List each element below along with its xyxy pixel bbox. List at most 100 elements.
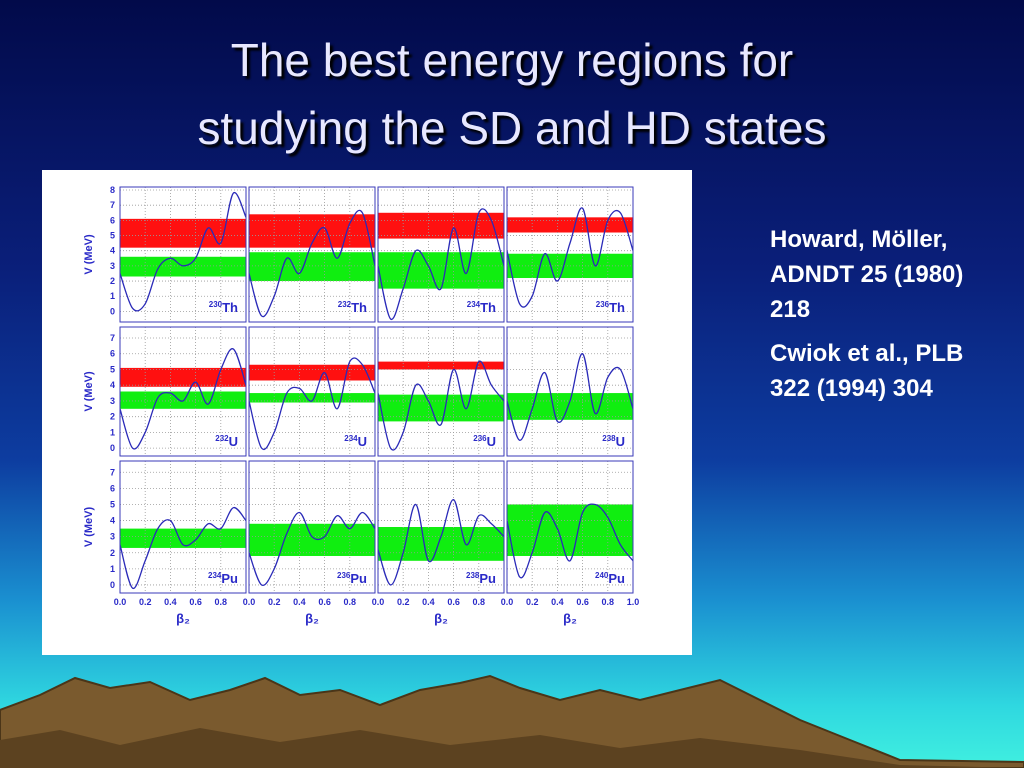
mass-number: 234	[467, 300, 481, 309]
y-tick-label: 2	[110, 412, 115, 422]
panel: 230Th	[119, 186, 247, 323]
x-tick-label: 0.6	[318, 597, 331, 607]
x-tick-label: 0.0	[501, 597, 514, 607]
panel-frame	[377, 326, 505, 457]
panel: 232Th	[248, 186, 376, 323]
element: Th	[222, 300, 238, 315]
green-band	[249, 393, 375, 403]
green-band	[378, 527, 504, 561]
x-tick-label: 0.2	[397, 597, 410, 607]
mass-number: 234	[208, 571, 222, 580]
y-tick-label: 7	[110, 200, 115, 210]
x-tick-label: 0.4	[293, 597, 306, 607]
red-band	[120, 367, 246, 387]
x-tick-label: 0.2	[139, 597, 152, 607]
potential-curve	[378, 208, 504, 320]
potential-curve	[507, 353, 633, 441]
potential-curve	[249, 357, 375, 450]
mass-number: 232	[215, 434, 229, 443]
y-tick-label: 0	[110, 306, 115, 316]
x-tick-label: 0.8	[602, 597, 615, 607]
green-band	[507, 504, 633, 556]
nucleus-label: 232Th	[338, 300, 367, 315]
y-tick-label: 6	[110, 215, 115, 225]
x-axis-label: β₂	[176, 611, 190, 626]
panel-frame	[248, 186, 376, 323]
y-tick-label: 5	[110, 499, 115, 509]
y-tick-label: 7	[110, 467, 115, 477]
mountain-shadow	[0, 728, 1024, 768]
nucleus-label: 230Th	[209, 300, 238, 315]
x-tick-label: 0.0	[243, 597, 256, 607]
potential-curve	[378, 360, 504, 451]
panel: 238U	[506, 326, 634, 457]
x-tick-label: 0.4	[551, 597, 564, 607]
panel: 232U	[119, 326, 247, 457]
x-tick-label: 0.2	[526, 597, 539, 607]
x-tick-label: 0.6	[447, 597, 460, 607]
panel-frame	[506, 326, 634, 457]
nucleus-label: 236Pu	[337, 571, 367, 586]
x-tick-label: 0.4	[164, 597, 177, 607]
x-tick-label: 0.4	[422, 597, 435, 607]
element: U	[358, 434, 367, 449]
nucleus-label: 232U	[215, 434, 238, 449]
title-line: The best energy regions for	[230, 34, 794, 86]
mass-number: 236	[596, 300, 610, 309]
y-tick-label: 3	[110, 396, 115, 406]
panel: 236U	[377, 326, 505, 457]
y-tick-label: 4	[110, 516, 115, 526]
x-axis-label: β₂	[563, 611, 577, 626]
y-tick-label: 6	[110, 483, 115, 493]
panel-frame	[506, 460, 634, 594]
panel: 240Pu	[506, 460, 634, 594]
panel: 236Pu	[248, 460, 376, 594]
red-band	[378, 361, 504, 370]
potential-curve	[507, 503, 633, 579]
nucleus-label: 236Th	[596, 300, 625, 315]
panel: 238Pu	[377, 460, 505, 594]
mass-number: 230	[209, 300, 223, 309]
y-tick-label: 2	[110, 276, 115, 286]
y-axis-label: V (MeV)	[83, 371, 95, 412]
element: Pu	[350, 571, 367, 586]
panel-frame	[119, 186, 247, 323]
x-tick-label: 0.8	[344, 597, 357, 607]
y-tick-label: 2	[110, 548, 115, 558]
y-tick-label: 7	[110, 333, 115, 343]
element: U	[229, 434, 238, 449]
element: Pu	[608, 571, 625, 586]
panel-frame	[377, 186, 505, 323]
panel-frame	[119, 460, 247, 594]
mountain-range	[0, 674, 1024, 768]
mass-number: 238	[466, 571, 480, 580]
mass-number: 236	[473, 434, 487, 443]
y-axis-label: V (MeV)	[83, 506, 95, 547]
green-band	[120, 391, 246, 409]
nucleus-label: 234Th	[467, 300, 496, 315]
potential-curve	[378, 498, 504, 586]
y-tick-label: 1	[110, 427, 115, 437]
potential-curve	[249, 209, 375, 318]
y-tick-label: 6	[110, 349, 115, 359]
y-axis-label: V (MeV)	[83, 234, 95, 275]
panel-frame	[506, 186, 634, 323]
nucleus-label: 238Pu	[466, 571, 496, 586]
potential-curve	[249, 511, 375, 587]
reference: Cwiok et al., PLB 322 (1994) 304	[770, 340, 964, 402]
panel: 234Th	[377, 186, 505, 323]
red-band	[120, 218, 246, 248]
y-tick-label: 8	[110, 185, 115, 195]
mass-number: 236	[337, 571, 351, 580]
potential-curve	[120, 348, 246, 450]
panel-frame	[248, 326, 376, 457]
red-band	[378, 212, 504, 239]
mass-number: 240	[595, 571, 609, 580]
references: Howard, Möller, ADNDT 25 (1980) 218 Cwio…	[770, 222, 970, 415]
panel-frame	[119, 326, 247, 457]
potential-curve	[120, 507, 246, 589]
y-tick-label: 0	[110, 580, 115, 590]
x-tick-label: 0.0	[372, 597, 385, 607]
x-tick-label: 0.6	[189, 597, 202, 607]
